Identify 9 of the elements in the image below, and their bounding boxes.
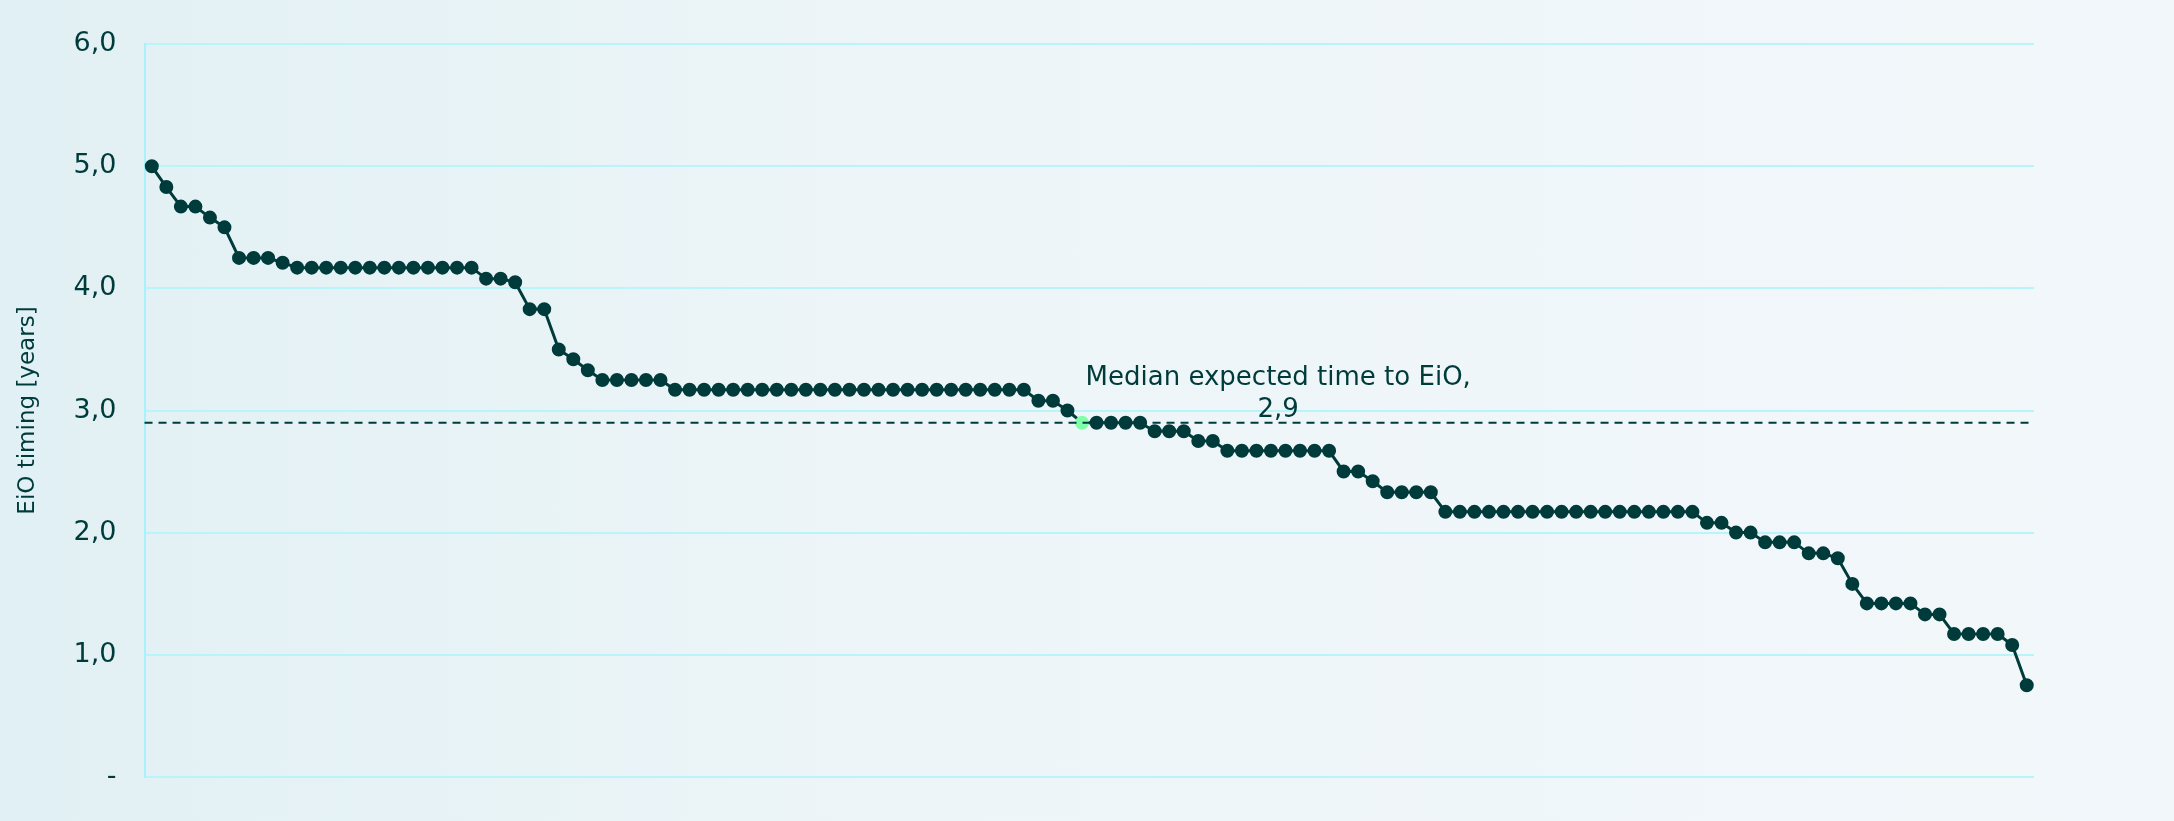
y-tick-label: - bbox=[106, 758, 117, 790]
y-tick-label: 6,0 bbox=[73, 26, 117, 58]
y-tick-label: 3,0 bbox=[73, 392, 117, 424]
y-tick-label: 2,0 bbox=[73, 514, 117, 546]
y-tick-label: 4,0 bbox=[73, 270, 117, 302]
ref-line-label: Median expected time to EiO, 2,9 bbox=[1085, 360, 1471, 423]
y-tick-label: 5,0 bbox=[73, 148, 117, 180]
y-tick-label: 1,0 bbox=[73, 636, 117, 668]
y-axis-title: EiO timing [years] bbox=[12, 306, 39, 515]
